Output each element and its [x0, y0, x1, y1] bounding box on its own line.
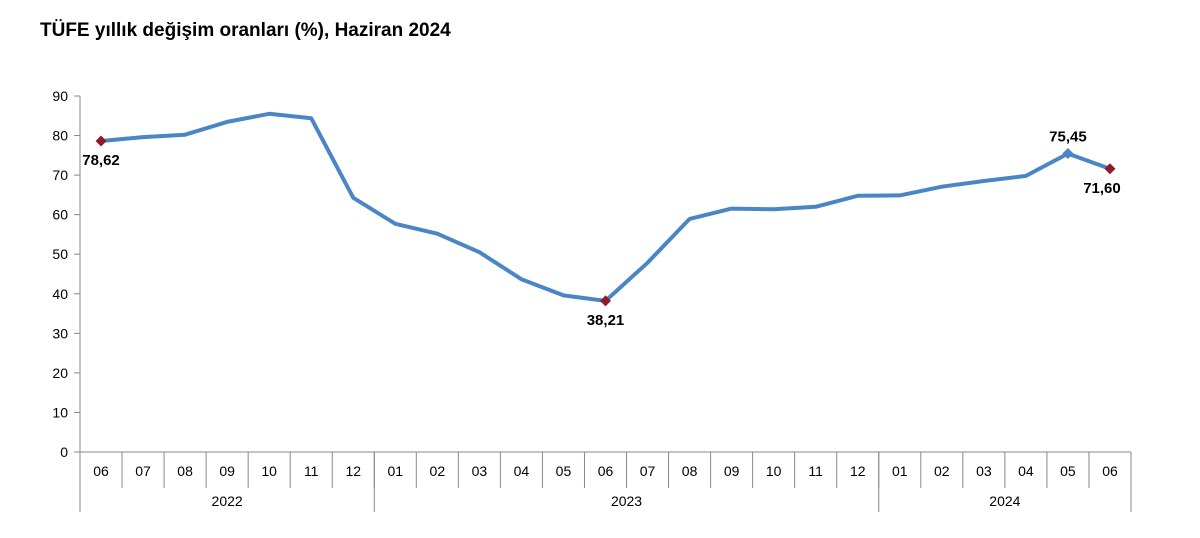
- data-label: 78,62: [82, 152, 120, 169]
- data-point-marker: [600, 295, 611, 307]
- x-tick-label: 11: [304, 463, 319, 479]
- x-tick-label: 09: [219, 463, 235, 479]
- data-point: [561, 293, 565, 297]
- data-point: [646, 261, 650, 265]
- data-point: [856, 194, 860, 198]
- data-label: 71,60: [1083, 180, 1121, 197]
- y-tick-label: 50: [52, 246, 68, 262]
- data-point: [898, 193, 902, 197]
- data-label: 75,45: [1049, 129, 1087, 146]
- data-point: [982, 179, 986, 183]
- data-point-marker: [1062, 148, 1074, 160]
- data-point: [730, 207, 734, 211]
- x-tick-label: 12: [850, 463, 866, 479]
- data-label: 38,21: [587, 312, 625, 329]
- x-tick-label: 07: [640, 463, 656, 479]
- data-point: [688, 217, 692, 221]
- y-tick-label: 20: [52, 365, 68, 381]
- y-tick-label: 70: [52, 167, 68, 183]
- x-tick-label: 10: [261, 463, 277, 479]
- data-point: [519, 277, 523, 281]
- x-tick-label: 03: [976, 463, 992, 479]
- x-tick-label: 01: [388, 463, 404, 479]
- data-point: [141, 135, 145, 139]
- x-tick-label: 06: [1102, 463, 1118, 479]
- x-tick-label: 06: [93, 463, 109, 479]
- x-tick-label: 09: [724, 463, 740, 479]
- x-tick-label: 11: [808, 463, 823, 479]
- y-tick-label: 60: [52, 207, 68, 223]
- data-point: [351, 196, 355, 200]
- y-tick-label: 0: [60, 444, 68, 460]
- data-point: [772, 207, 776, 211]
- x-tick-label: 02: [934, 463, 950, 479]
- year-group-label: 2024: [989, 493, 1020, 509]
- data-point: [435, 232, 439, 236]
- data-point: [477, 250, 481, 254]
- data-point: [940, 185, 944, 189]
- data-point-marker: [1104, 163, 1116, 175]
- x-tick-label: 07: [135, 463, 151, 479]
- series-line: [99, 111, 1112, 303]
- y-tick-label: 40: [52, 286, 68, 302]
- data-point: [267, 112, 271, 116]
- data-point: [393, 222, 397, 226]
- chart-title: TÜFE yıllık değişim oranları (%), Hazira…: [40, 20, 451, 41]
- x-tick-label: 04: [1018, 463, 1034, 479]
- data-point-marker: [95, 135, 107, 147]
- x-tick-label: 10: [766, 463, 782, 479]
- x-tick-label: 02: [430, 463, 446, 479]
- data-point: [814, 205, 818, 209]
- data-point: [309, 116, 313, 120]
- y-tick-label: 10: [52, 404, 68, 420]
- x-tick-label: 08: [682, 463, 698, 479]
- y-tick-label: 80: [52, 128, 68, 144]
- data-point: [225, 120, 229, 124]
- x-tick-label: 03: [472, 463, 488, 479]
- y-tick-label: 90: [52, 88, 68, 104]
- year-group-label: 2023: [611, 493, 642, 509]
- x-tick-label: 05: [1060, 463, 1076, 479]
- x-tick-label: 12: [345, 463, 361, 479]
- x-tick-label: 01: [892, 463, 908, 479]
- x-tick-label: 05: [556, 463, 572, 479]
- data-point: [1024, 174, 1028, 178]
- x-tick-label: 04: [514, 463, 530, 479]
- year-group-label: 2022: [212, 493, 243, 509]
- x-tick-label: 08: [177, 463, 193, 479]
- data-point: [183, 133, 187, 137]
- y-tick-label: 30: [52, 325, 68, 341]
- x-tick-label: 06: [598, 463, 614, 479]
